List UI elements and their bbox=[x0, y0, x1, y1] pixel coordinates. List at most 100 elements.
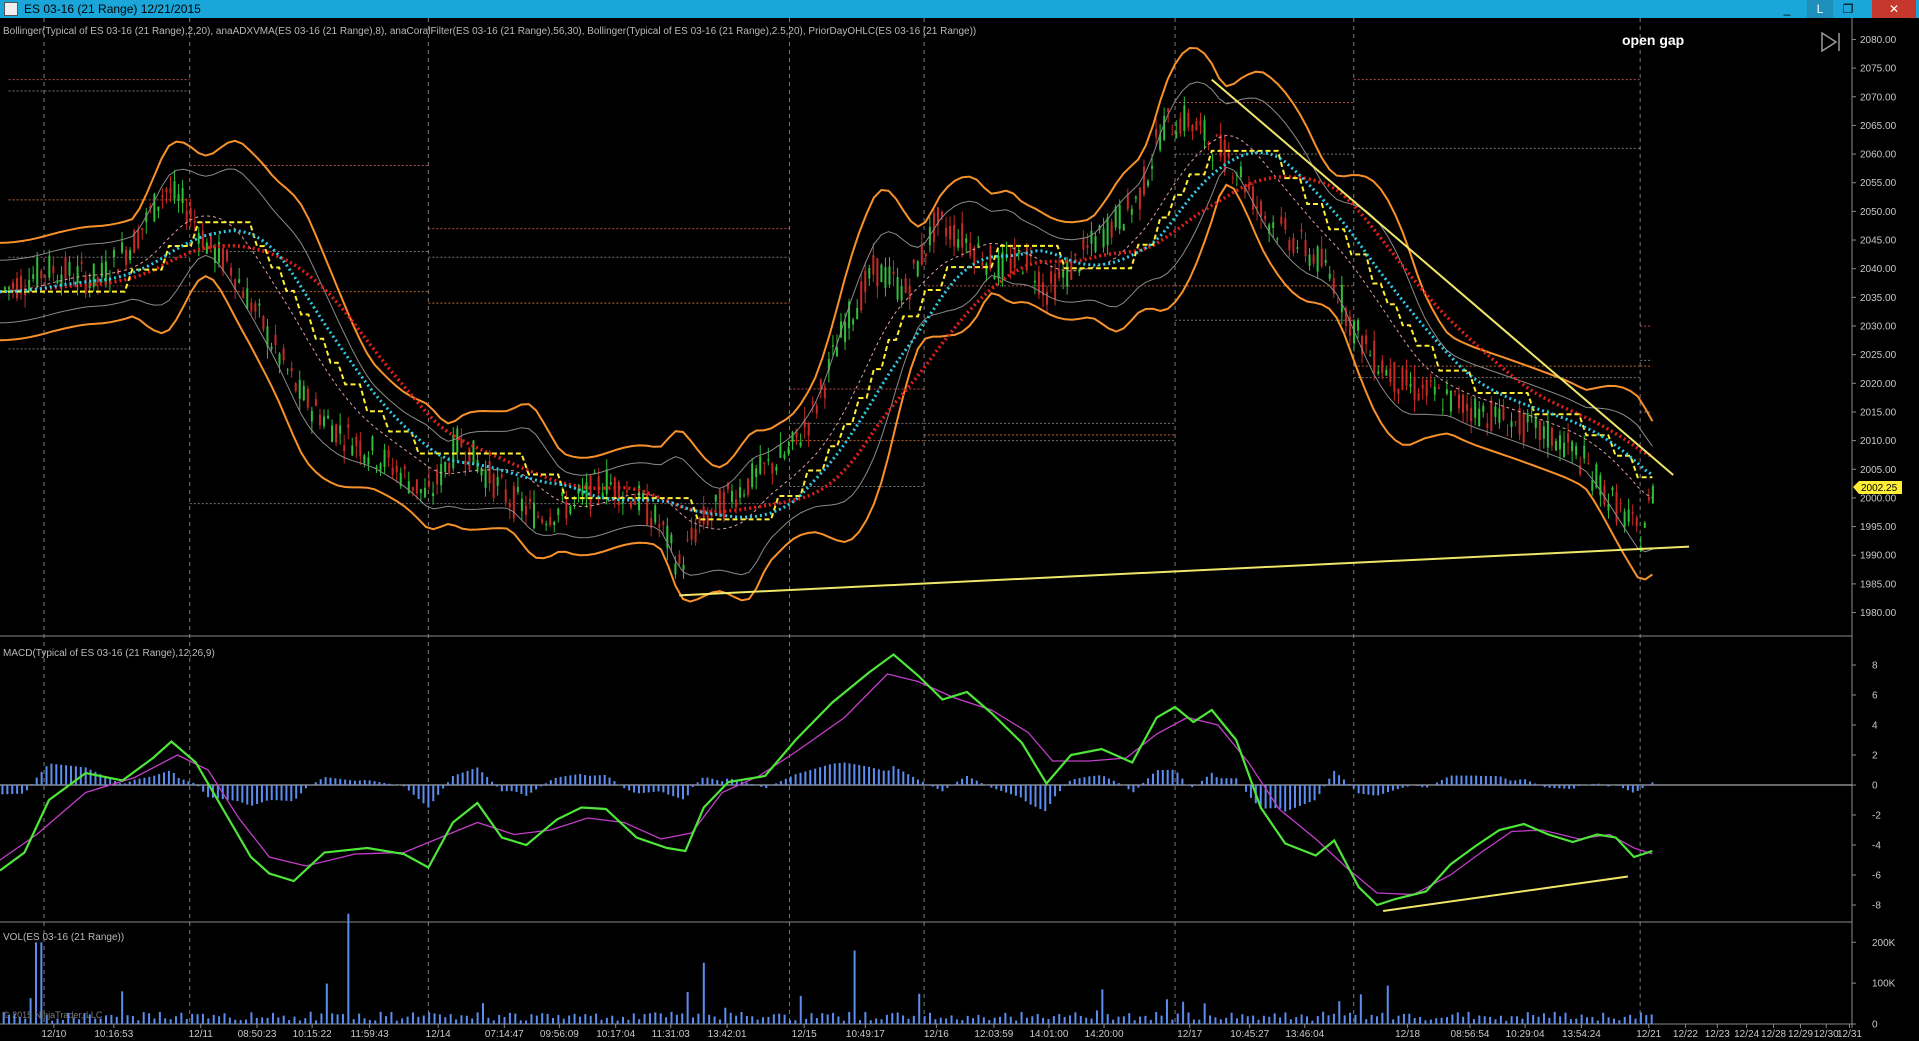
candle-body bbox=[1575, 446, 1578, 455]
candle-body bbox=[726, 482, 729, 490]
candle-body bbox=[1385, 370, 1388, 376]
candle-body bbox=[436, 469, 439, 485]
candle-body bbox=[1607, 503, 1610, 511]
candle-body bbox=[1365, 335, 1368, 344]
candle-body bbox=[819, 379, 822, 390]
candle-body bbox=[419, 489, 422, 493]
minimize-button[interactable]: _ bbox=[1783, 2, 1791, 16]
candle-body bbox=[791, 431, 794, 443]
candle-body bbox=[318, 414, 321, 426]
candle-body bbox=[541, 518, 544, 523]
candle-body bbox=[242, 291, 245, 299]
macd-panel bbox=[0, 653, 1852, 912]
candle-body bbox=[872, 255, 875, 275]
time-axis-label: 12/11 bbox=[189, 1029, 214, 1040]
candle-body bbox=[112, 249, 115, 258]
candle-body bbox=[1348, 316, 1351, 336]
candle-body bbox=[327, 415, 330, 419]
candle-body bbox=[860, 281, 863, 311]
candle-body bbox=[355, 436, 358, 446]
price-tick-label: 2030.00 bbox=[1860, 322, 1897, 333]
candle-body bbox=[472, 440, 475, 465]
candle-body bbox=[1243, 187, 1246, 193]
candle-body bbox=[678, 553, 681, 565]
link-button[interactable]: L bbox=[1807, 0, 1833, 18]
candle-body bbox=[1175, 131, 1178, 139]
candle-body bbox=[965, 238, 968, 243]
candle-body bbox=[1102, 228, 1105, 248]
trend-lines[interactable] bbox=[679, 78, 1690, 597]
candle-body bbox=[11, 282, 14, 289]
candle-body bbox=[1627, 509, 1630, 522]
time-axis-label: 12/16 bbox=[924, 1029, 949, 1040]
candle-body bbox=[803, 419, 806, 428]
candle-body bbox=[1599, 475, 1602, 496]
candle-body bbox=[1482, 405, 1485, 412]
candle-body bbox=[827, 359, 830, 371]
price-tick-label: 2025.00 bbox=[1860, 350, 1897, 361]
time-axis-label: 12/18 bbox=[1395, 1029, 1420, 1040]
candle-body bbox=[1260, 201, 1263, 217]
candle-body bbox=[20, 275, 23, 294]
candle-body bbox=[617, 482, 620, 506]
candle-body bbox=[201, 230, 204, 248]
candle-body bbox=[940, 211, 943, 218]
chart-area[interactable]: 2080.00 2075.00 2070.00 2065.00 2060.00 2055.… bbox=[0, 18, 1919, 1041]
volume-tick-label: 0 bbox=[1872, 1020, 1878, 1031]
candle-body bbox=[193, 220, 196, 223]
candle-body bbox=[1231, 177, 1234, 179]
candle-body bbox=[1587, 462, 1590, 464]
candle-body bbox=[747, 478, 750, 495]
candle-body bbox=[1405, 369, 1408, 386]
window-title: ES 03-16 (21 Range) 12/21/2015 bbox=[24, 2, 201, 16]
price-tick-label: 2005.00 bbox=[1860, 465, 1897, 476]
candle-body bbox=[230, 267, 233, 276]
candle-body bbox=[973, 247, 976, 264]
volume-tick-label: 200K bbox=[1872, 938, 1896, 949]
candle-body bbox=[1082, 238, 1085, 250]
candle-body bbox=[924, 253, 927, 257]
maximize-button[interactable]: ❐ bbox=[1842, 2, 1854, 16]
candle-body bbox=[343, 445, 346, 451]
candle-body bbox=[1502, 406, 1505, 420]
time-axis-label: 10:49:17 bbox=[846, 1029, 885, 1040]
candle-body bbox=[1179, 118, 1182, 134]
candle-body bbox=[1050, 271, 1053, 284]
candle-body bbox=[533, 502, 536, 529]
candle-body bbox=[270, 346, 273, 350]
candle-body bbox=[367, 457, 370, 465]
candle-body bbox=[1498, 408, 1501, 423]
time-axis-label: 12:03:59 bbox=[974, 1029, 1013, 1040]
candle-body bbox=[1534, 416, 1537, 428]
candle-body bbox=[100, 263, 103, 278]
price-tick-label: 2015.00 bbox=[1860, 407, 1897, 418]
last-price-marker: 2002.25 bbox=[1853, 481, 1902, 494]
price-tick-label: 2000.00 bbox=[1860, 493, 1897, 504]
macd-tick-label: -8 bbox=[1872, 901, 1881, 912]
bollinger-outer-upper bbox=[0, 46, 1654, 469]
candle-body bbox=[682, 564, 685, 570]
candle-body bbox=[516, 486, 519, 493]
candle-body bbox=[335, 424, 338, 443]
candle-body bbox=[852, 319, 855, 325]
candle-body bbox=[1506, 434, 1509, 436]
candle-body bbox=[811, 401, 814, 403]
candle-body bbox=[1320, 248, 1323, 267]
close-button[interactable]: ✕ bbox=[1872, 0, 1916, 18]
play-skip-icon[interactable] bbox=[1821, 31, 1840, 53]
candle-body bbox=[1635, 517, 1638, 527]
candle-body bbox=[266, 326, 269, 347]
candle-body bbox=[1252, 186, 1255, 210]
candle-body bbox=[24, 291, 27, 296]
price-tick-label: 2075.00 bbox=[1860, 64, 1897, 75]
macd-tick-label: 6 bbox=[1872, 691, 1878, 702]
candle-body bbox=[1058, 269, 1061, 279]
candle-body bbox=[718, 489, 721, 517]
candle-body bbox=[1195, 120, 1198, 131]
candle-body bbox=[642, 492, 645, 501]
price-tick-label: 2070.00 bbox=[1860, 92, 1897, 103]
time-axis-label: 12/14 bbox=[426, 1029, 451, 1040]
adxvma bbox=[0, 149, 1653, 521]
bollinger-inner-lower bbox=[0, 166, 1653, 576]
candle-body bbox=[650, 517, 653, 529]
